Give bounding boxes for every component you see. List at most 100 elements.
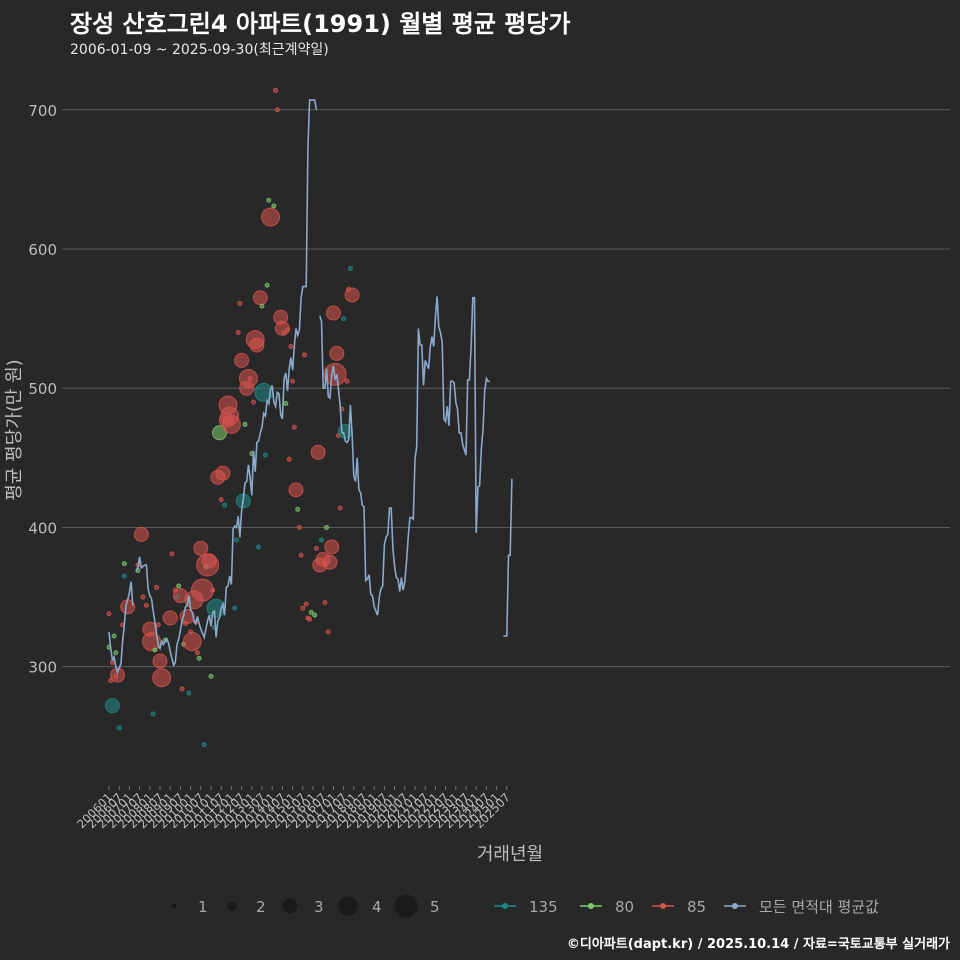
data-point [179,686,185,692]
legend-label-135: 135 [529,898,558,916]
data-point [155,622,161,628]
data-point [201,742,207,748]
average-line [319,296,490,616]
x-tick-labels: 2006012006072007012007072008012008072009… [74,786,513,831]
legend-size-label: 1 [198,898,208,916]
data-point [259,303,265,309]
data-point [140,594,146,600]
data-point [251,399,256,405]
legend-dot-85 [660,903,666,909]
grid-lines [62,109,950,668]
scatter-points [104,87,360,748]
legend-label-avg: 모든 면적대 평균값 [759,898,879,916]
data-point [116,725,122,731]
y-tick-label: 300 [28,659,57,677]
data-point [106,611,112,617]
data-point [150,711,156,717]
source-caption: ©디아파트(dapt.kr) / 2025.10.14 / 자료=국토교통부 실… [566,937,950,952]
data-point [222,502,228,508]
data-point [274,107,280,113]
data-point [325,305,341,321]
data-point [237,300,243,306]
data-point [324,539,340,555]
y-tick-label: 400 [28,519,57,537]
data-point [302,352,307,358]
data-point [285,327,290,333]
data-point [249,337,265,353]
legend-size-marker [282,898,298,914]
data-point [208,673,214,679]
data-point [329,345,345,361]
data-point [322,554,338,570]
data-point [133,526,149,542]
data-point [281,330,287,336]
data-point [162,610,178,626]
data-point [319,537,324,543]
legend-size-label: 2 [256,898,266,916]
data-point [235,330,241,336]
data-point [344,287,360,303]
data-point [296,524,302,530]
data-point [308,609,314,615]
data-point [194,650,200,656]
data-point [310,444,326,460]
data-point [152,647,158,653]
data-point [344,378,350,384]
data-point [256,544,262,550]
average-line [135,99,318,668]
y-tick-label: 600 [28,241,57,259]
data-point [313,545,319,551]
data-point [210,587,216,593]
legend-dot-80 [588,903,594,909]
data-point [176,583,182,589]
data-point [271,203,277,209]
data-point [154,584,160,590]
average-line-group [108,99,513,675]
data-point [252,290,268,306]
average-line [108,581,134,675]
data-point [242,421,248,427]
legend-size-marker [171,903,177,909]
legend-size-label: 4 [372,898,382,916]
data-point [169,551,175,557]
data-point [142,632,161,652]
data-point [312,612,318,618]
legend-size-marker [394,894,418,918]
data-point [113,650,119,656]
y-axis-label: 평균 평당가(만 원) [4,359,25,500]
data-point [347,266,353,272]
data-point [234,537,239,543]
legend-label-85: 85 [687,898,706,916]
data-point [298,552,304,558]
data-point [193,540,209,556]
data-point [337,505,343,511]
data-point [337,423,353,439]
average-line [503,478,513,637]
data-point [104,698,120,714]
data-point [152,668,172,688]
data-point [186,690,192,696]
data-point [247,375,253,381]
legend: 1 2 3 4 5 135 80 85 모든 면적대 평균값 [171,894,879,918]
data-point [111,633,117,639]
data-point [143,602,149,608]
data-point [322,600,328,606]
legend-label-80: 80 [615,898,634,916]
legend-size-label: 5 [430,898,440,916]
data-point [196,655,202,661]
data-point [206,598,226,618]
data-point [300,605,306,611]
data-point [295,506,301,512]
data-point [212,425,227,441]
data-point [234,352,250,368]
y-tick-label: 700 [28,102,57,120]
data-point [290,378,296,384]
y-tick-label: 500 [28,380,57,398]
data-point [266,197,272,203]
y-tick-labels: 300 400 500 600 700 [28,102,57,677]
data-point [288,482,304,498]
x-axis-label: 거래년월 [477,844,543,865]
data-point [221,414,241,434]
data-point [303,601,309,607]
